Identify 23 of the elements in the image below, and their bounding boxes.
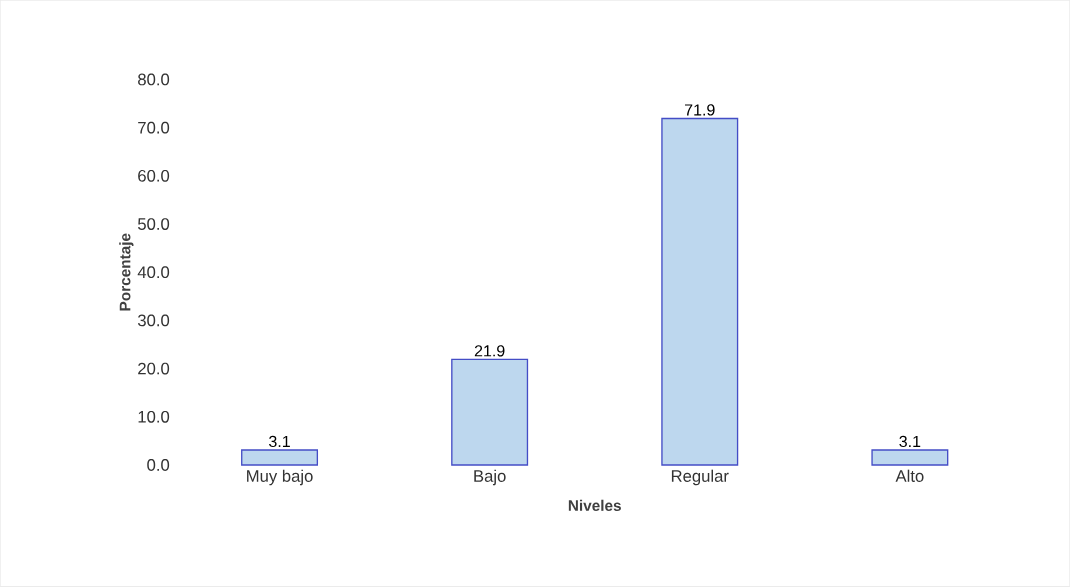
y-tick-label: 80.0 [138,73,170,86]
x-axis-title: Niveles [568,499,621,512]
x-tick-label: Muy bajo [247,469,313,486]
bar [661,117,739,466]
y-tick-label: 40.0 [137,266,170,279]
bar [451,358,529,466]
bar [241,449,319,466]
data-label: 21.9 [474,345,505,357]
x-tick-label: Regular [671,469,729,486]
bar [871,449,949,466]
x-tick-label: Bajo [474,469,506,486]
x-tick-label: Alto [895,469,924,483]
data-label: 71.9 [685,104,715,116]
y-tick-label: 60.0 [138,170,170,182]
y-tick-label: 10.0 [138,411,170,423]
y-tick-label: 50.0 [137,218,170,231]
y-tick-label: 20.0 [138,362,170,375]
y-tick-label: 0.0 [147,459,170,471]
data-label: 3.1 [269,435,290,448]
data-label: 3.1 [899,435,921,448]
y-tick-label: 70.0 [138,121,170,134]
y-axis-title: Porcentaje [119,233,134,311]
y-tick-label: 30.0 [137,314,170,327]
